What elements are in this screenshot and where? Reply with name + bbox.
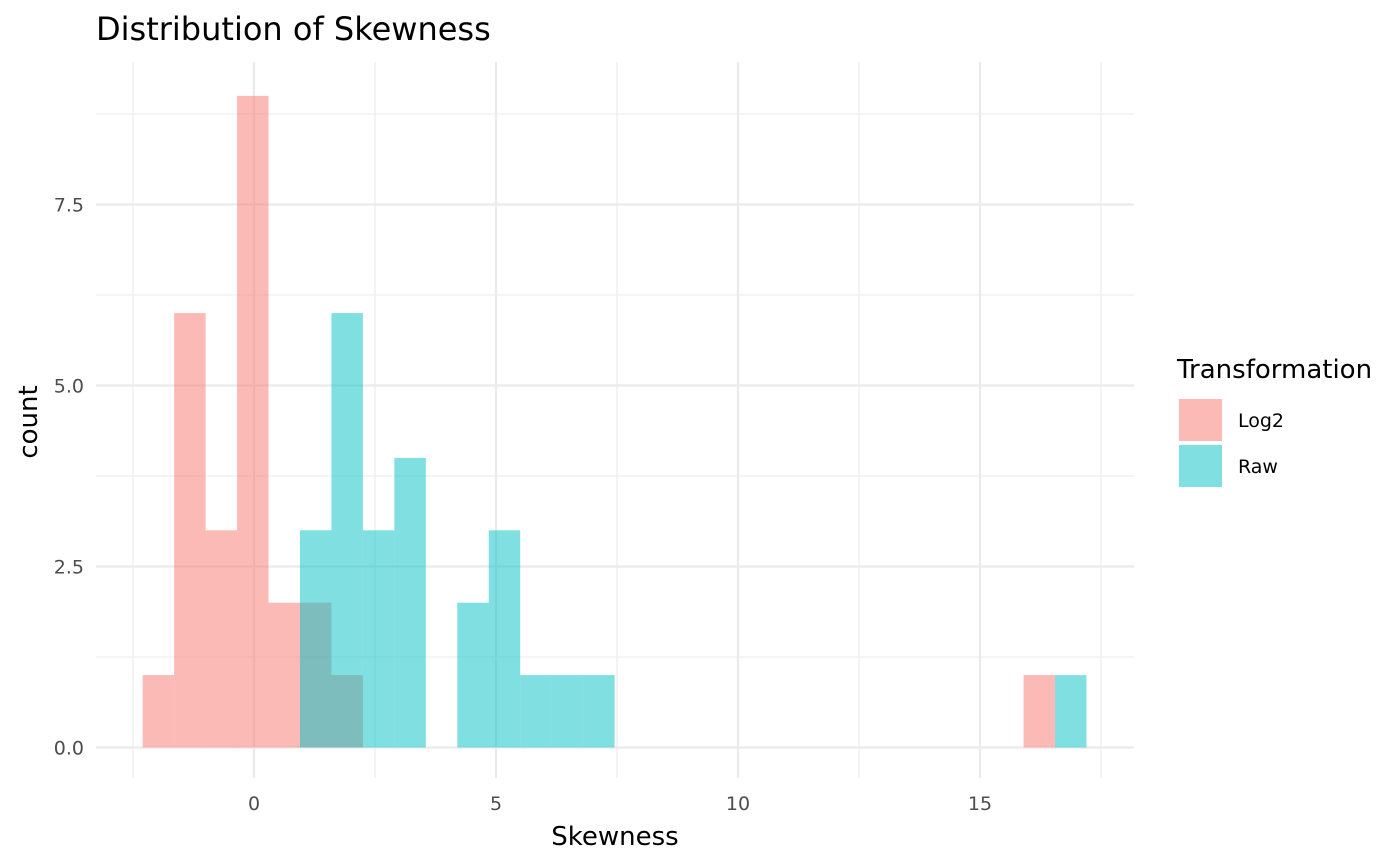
- y-tick-label: 5.0: [54, 376, 84, 398]
- histogram-bar-log2: [237, 95, 269, 748]
- x-axis-title: Skewness: [551, 822, 678, 852]
- histogram-bar-log2: [1023, 675, 1056, 748]
- histogram-bar-raw: [299, 530, 332, 748]
- axis-tick-labels: 0 5 10 15 0.0 2.5 5.0 7.5: [54, 195, 992, 816]
- y-tick-label: 2.5: [54, 557, 84, 579]
- histogram-bar-raw: [583, 675, 615, 748]
- histogram-bar-log2: [142, 675, 175, 748]
- y-tick-label: 7.5: [54, 195, 84, 217]
- y-tick-label: 0.0: [54, 738, 84, 760]
- chart-title: Distribution of Skewness: [96, 10, 491, 48]
- histogram-bar-raw: [488, 530, 521, 748]
- x-tick-label: 5: [490, 793, 502, 815]
- histogram-bar-raw: [551, 675, 584, 748]
- histogram-bar-log2: [205, 530, 238, 748]
- x-tick-label: 15: [968, 793, 992, 815]
- x-tick-label: 0: [248, 793, 260, 815]
- histogram-bar-log2: [174, 313, 206, 748]
- legend-key-raw: [1179, 445, 1222, 487]
- histogram-bars: [142, 95, 1087, 748]
- histogram-bar-raw: [331, 313, 363, 748]
- legend-label-raw: Raw: [1238, 456, 1278, 478]
- histogram-bar-raw: [394, 457, 426, 748]
- histogram-bar-log2: [268, 602, 300, 748]
- legend-title: Transformation: [1176, 355, 1372, 385]
- histogram-bar-raw: [457, 602, 489, 748]
- legend-label-log2: Log2: [1238, 410, 1284, 432]
- histogram-bar-raw: [520, 675, 552, 748]
- legend: Transformation Log2 Raw: [1176, 355, 1372, 487]
- legend-items: Log2 Raw: [1179, 399, 1284, 487]
- x-tick-label: 10: [726, 793, 750, 815]
- histogram-bar-raw: [1055, 675, 1087, 748]
- y-axis-title: count: [14, 385, 44, 458]
- histogram-bar-raw: [362, 530, 395, 748]
- legend-key-log2: [1179, 399, 1222, 441]
